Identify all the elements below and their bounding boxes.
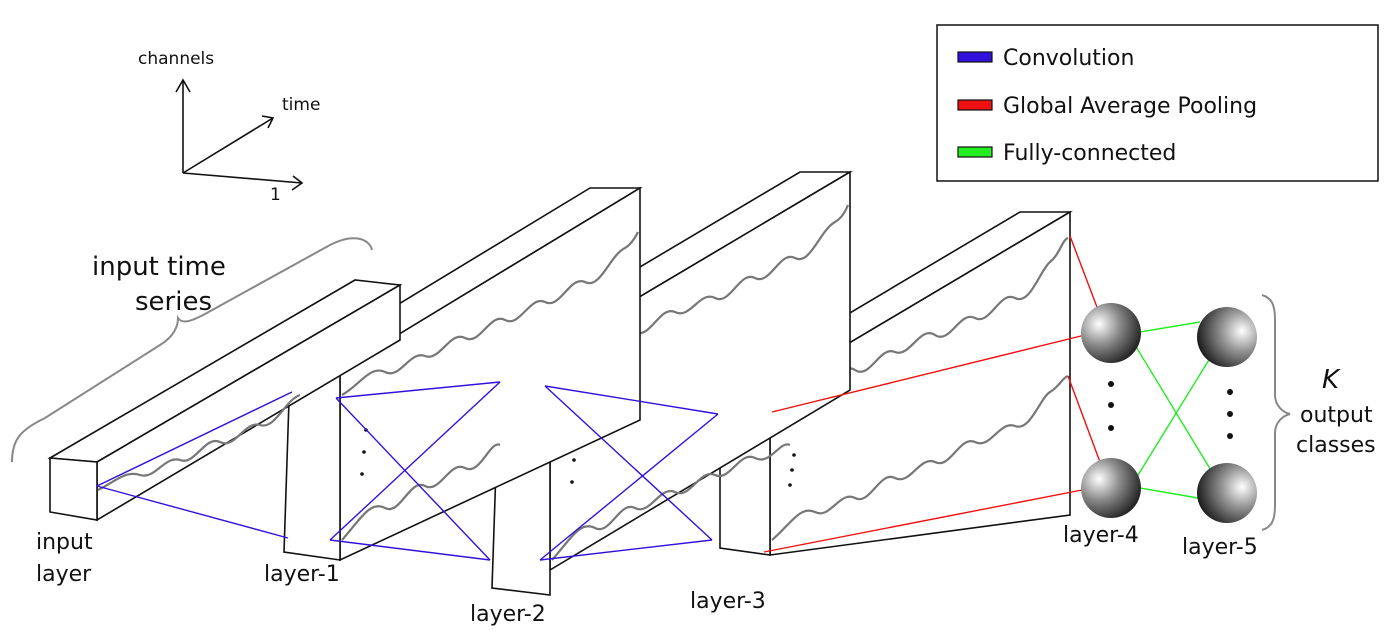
layer-1-series-top — [341, 231, 639, 396]
layer-1-series-bottom — [341, 443, 501, 541]
legend-item-fc: Fully-connected — [957, 141, 1176, 166]
convolution-connections — [96, 381, 719, 561]
layer-5-neuron-top — [1197, 307, 1257, 367]
input-brace — [11, 237, 373, 463]
legend-item-gap: Global Average Pooling — [957, 94, 1257, 119]
axis-glyph — [175, 78, 304, 191]
layer-4-dots — [1108, 381, 1114, 431]
fc-swatch — [957, 146, 993, 158]
layer-5-label: layer-5 — [1182, 535, 1258, 560]
legend-gap-label: Global Average Pooling — [1003, 94, 1257, 119]
gap-swatch — [957, 99, 993, 111]
layer-4-neuron-top — [1081, 303, 1141, 363]
layer-1-label: layer-1 — [264, 562, 340, 587]
input-series — [97, 393, 301, 491]
legend-box — [936, 24, 1379, 182]
layer-3-dots — [788, 453, 796, 487]
layer-4-label: layer-4 — [1063, 523, 1139, 548]
layer-3-label: layer-3 — [690, 589, 766, 614]
legend: Convolution Global Average Pooling Fully… — [936, 24, 1379, 182]
fc-connections — [1134, 321, 1216, 499]
gap-connections — [763, 235, 1101, 553]
input-layer-label-2: layer — [36, 562, 92, 587]
one-axis-label: 1 — [270, 185, 281, 205]
output-label-2: classes — [1296, 433, 1376, 458]
layer-5-dots — [1227, 389, 1233, 439]
input-time-series-label-1: input time — [92, 252, 226, 282]
layer-2-label: layer-2 — [470, 602, 546, 627]
layer-3-series-bottom — [771, 374, 1069, 541]
input-layer-label-1: input — [36, 530, 93, 555]
k-label: K — [1322, 365, 1341, 395]
legend-fc-label: Fully-connected — [1003, 141, 1176, 166]
layer-4-neuron-bottom — [1081, 458, 1141, 518]
legend-convolution-label: Convolution — [1003, 46, 1134, 71]
time-axis-label: time — [282, 95, 320, 115]
legend-item-convolution: Convolution — [957, 46, 1134, 71]
channels-axis-label: channels — [138, 49, 214, 69]
output-brace — [1261, 294, 1291, 531]
layer-2-series-bottom — [551, 443, 791, 561]
convolution-swatch — [957, 51, 993, 63]
layer-5-neuron-bottom — [1197, 463, 1257, 523]
output-label-1: output — [1300, 403, 1373, 428]
input-time-series-label-2: series — [135, 287, 212, 317]
input-layer-block — [47, 279, 403, 522]
